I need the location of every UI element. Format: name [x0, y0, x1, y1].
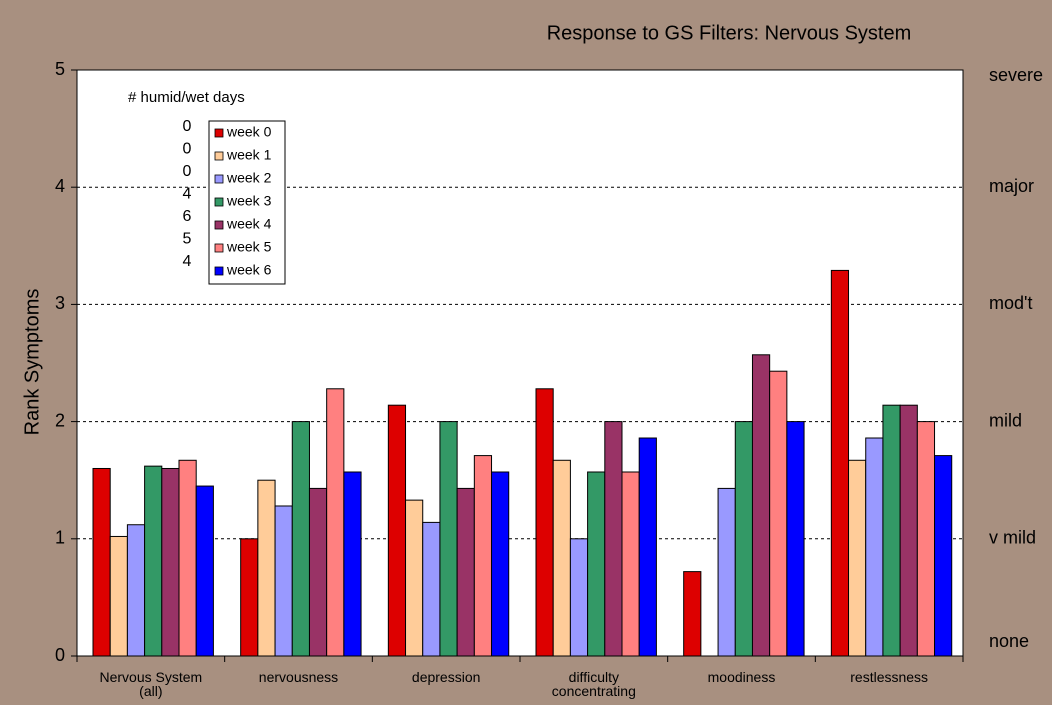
legend-label: week 4: [226, 216, 272, 232]
bar: [717, 487, 736, 657]
bar: [439, 421, 458, 657]
humid-days-value: 0: [183, 141, 192, 158]
bar: [126, 524, 146, 657]
y-tick-label: 0: [55, 645, 65, 665]
x-tick-label: restlessness: [850, 669, 929, 685]
humid-days-value: 5: [183, 231, 192, 248]
bar: [92, 467, 111, 657]
bar: [769, 370, 788, 657]
bar: [473, 455, 493, 657]
bar: [291, 421, 310, 657]
bar: [387, 404, 407, 657]
legend-label: week 5: [226, 239, 272, 255]
severity-label: mild: [989, 410, 1022, 430]
bar: [257, 479, 276, 657]
severity-label: severe: [989, 65, 1043, 85]
bar: [109, 535, 128, 657]
legend-swatch: [214, 266, 224, 276]
severity-label: mod't: [989, 293, 1032, 313]
legend-label: week 0: [226, 124, 272, 140]
bar: [144, 465, 163, 657]
humid-days-value: 6: [183, 208, 192, 225]
y-tick-label: 5: [55, 59, 65, 79]
legend-label: week 6: [226, 262, 272, 278]
bar: [422, 521, 441, 657]
bar: [865, 437, 884, 657]
legend-label: week 3: [226, 193, 272, 209]
legend-label: week 2: [226, 170, 272, 186]
legend-swatch: [214, 243, 224, 253]
bar: [535, 388, 554, 657]
x-tick-label: moodiness: [707, 669, 776, 685]
humid-days-value: 0: [183, 163, 192, 180]
legend-swatch: [214, 128, 224, 138]
severity-label: none: [989, 631, 1029, 651]
bar: [734, 421, 753, 657]
y-tick-label: 2: [55, 410, 65, 430]
y-tick-label: 3: [55, 293, 65, 313]
legend-swatch: [214, 174, 224, 184]
humid-days-value: 0: [183, 118, 192, 135]
bar: [604, 421, 623, 657]
bar: [274, 505, 293, 657]
bar: [882, 404, 901, 657]
legend-swatch: [214, 151, 224, 161]
bar: [161, 467, 180, 657]
x-tick-label: Nervous System (all): [99, 669, 203, 699]
bar: [934, 455, 953, 657]
bar: [195, 485, 214, 657]
bar: [240, 538, 259, 657]
x-tick-label: depression: [411, 669, 481, 685]
legend-swatch: [214, 197, 224, 207]
severity-label: v mild: [989, 528, 1036, 548]
annotation-title: # humid/wet days: [128, 89, 245, 106]
bar: [899, 404, 918, 657]
bar: [343, 471, 362, 657]
bar: [405, 499, 424, 657]
y-axis-label: Rank Symptoms: [21, 289, 43, 436]
chart-title: Response to GS Filters: Nervous System: [547, 22, 912, 44]
bar: [786, 421, 805, 657]
severity-label: major: [989, 176, 1034, 196]
legend-swatch: [214, 220, 224, 230]
bar: [178, 459, 197, 657]
y-tick-label: 1: [55, 528, 65, 548]
legend-label: week 1: [226, 147, 272, 163]
bar: [587, 471, 606, 657]
bar: [751, 354, 771, 657]
y-tick-label: 4: [55, 176, 65, 196]
bar: [552, 459, 571, 657]
x-tick-label: difficulty concentrating: [551, 669, 636, 699]
bar: [326, 388, 345, 657]
x-tick-label: nervousness: [258, 669, 339, 685]
humid-days-value: 4: [183, 253, 192, 270]
bar: [569, 538, 589, 657]
humid-days-value: 4: [183, 186, 192, 203]
bar: [621, 471, 640, 657]
bar: [308, 487, 328, 657]
bar: [491, 471, 510, 657]
bar: [830, 269, 850, 657]
bar: [638, 437, 657, 657]
bar: [916, 421, 936, 657]
bar: [848, 459, 867, 657]
bar: [683, 571, 702, 657]
bar: [456, 487, 475, 657]
